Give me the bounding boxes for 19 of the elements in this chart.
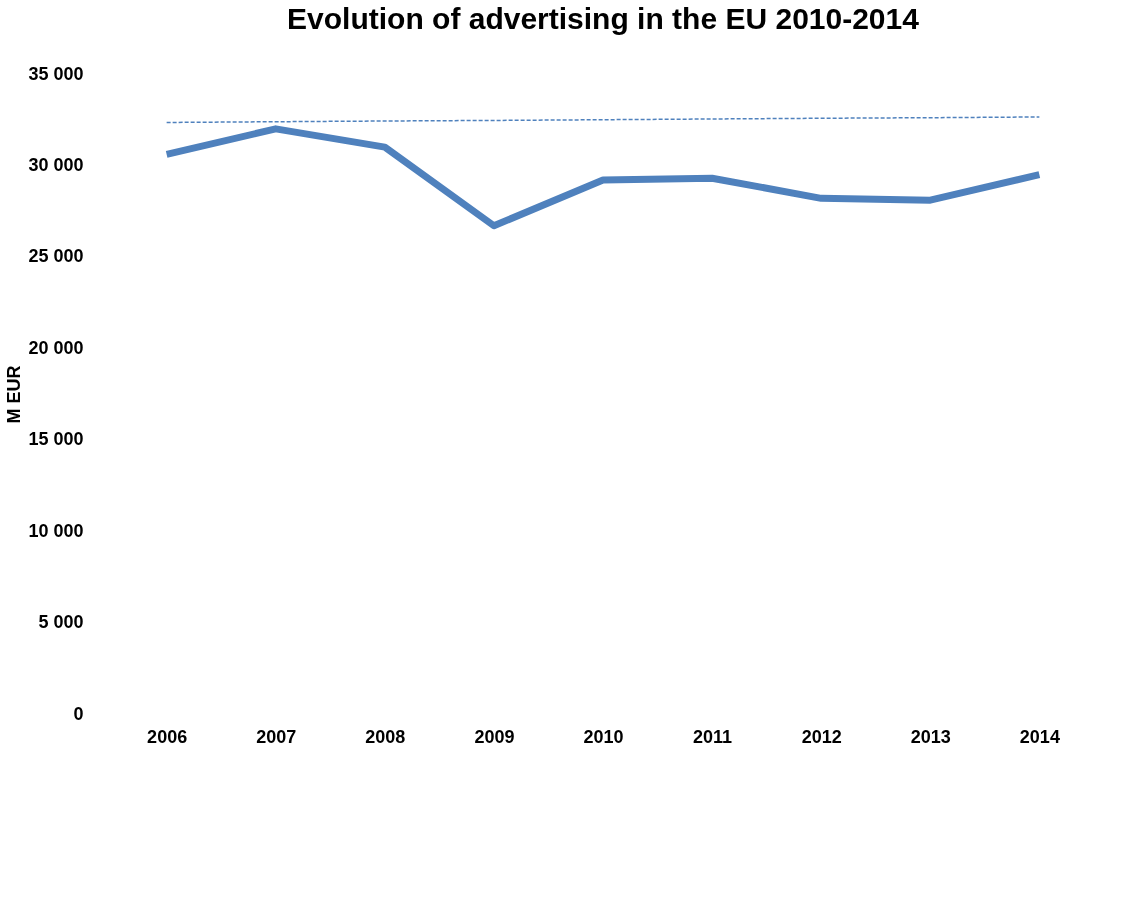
x-tick-label: 2012 xyxy=(801,726,842,747)
x-tick-label: 2009 xyxy=(474,726,515,747)
y-tick-label: 25 000 xyxy=(28,246,84,267)
x-tick-label: 2008 xyxy=(365,726,406,747)
x-tick-label: 2014 xyxy=(1019,726,1060,747)
y-tick-label: 35 000 xyxy=(28,63,84,84)
y-tick-label: 10 000 xyxy=(28,520,84,541)
y-tick-label: 30 000 xyxy=(28,154,84,175)
x-tick-label: 2013 xyxy=(910,726,951,747)
y-axis-title: M EUR xyxy=(4,365,25,424)
y-tick-label: 5 000 xyxy=(38,612,84,633)
x-tick-label: 2007 xyxy=(256,726,297,747)
y-tick-label: 15 000 xyxy=(28,429,84,450)
x-tick-label: 2010 xyxy=(583,726,624,747)
y-tick-label: 0 xyxy=(73,703,84,724)
y-tick-label: 20 000 xyxy=(28,337,84,358)
chart-title: Evolution of advertising in the EU 2010-2014 xyxy=(287,2,920,35)
x-tick-label: 2006 xyxy=(147,726,188,747)
x-tick-label: 2011 xyxy=(693,726,733,747)
